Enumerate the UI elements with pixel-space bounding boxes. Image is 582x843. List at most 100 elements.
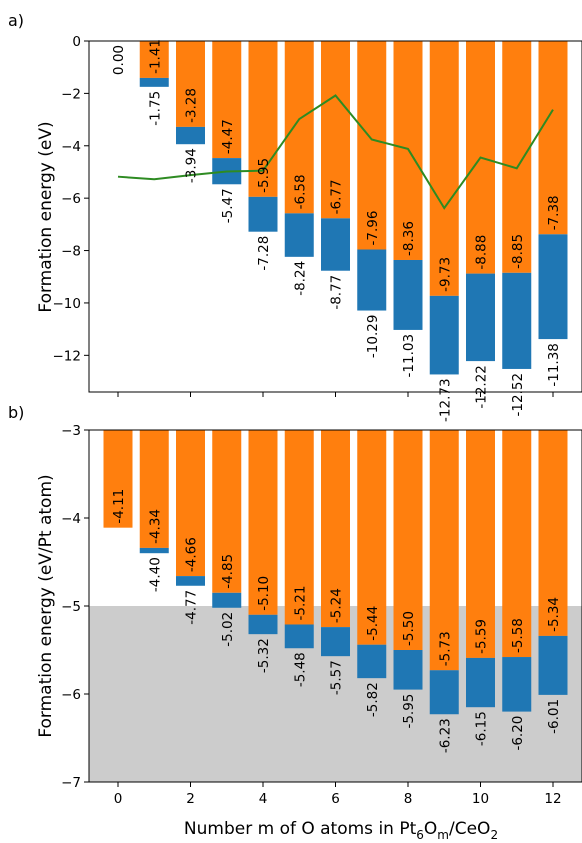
label-orange-a-2: -3.28 [184, 88, 200, 123]
panel-b-label: b) [8, 403, 24, 422]
label-orange-a-1: -1.41 [147, 39, 163, 74]
panel-a-label: a) [8, 11, 24, 30]
label-blue-b-8: -5.95 [401, 694, 417, 729]
x-tick-label-4: 4 [259, 791, 268, 807]
y-tick-label-b--3: −3 [61, 423, 81, 439]
label-blue-b-4: -5.32 [256, 638, 272, 673]
label-orange-a-4: -5.95 [256, 158, 272, 193]
bar-blue-b-1 [139, 547, 169, 554]
bar-blue-b-5 [284, 624, 314, 649]
bar-blue-a-6 [321, 218, 350, 271]
plot-frame-a [88, 40, 582, 393]
label-blue-b-5: -5.48 [292, 652, 308, 687]
label-blue-a-1: -1.75 [147, 91, 163, 126]
bar-blue-b-7 [357, 644, 387, 679]
label-orange-b-1: -4.34 [147, 509, 163, 544]
y-tick-label-b--4: −4 [61, 511, 81, 527]
bar-blue-a-11 [502, 272, 532, 369]
bar-orange-a-12 [538, 41, 568, 235]
label-orange-b-5: -5.21 [292, 586, 308, 621]
label-blue-a-8: -11.03 [401, 334, 417, 378]
bar-blue-a-10 [466, 273, 495, 362]
y-tick-label-a--6: −6 [61, 191, 81, 207]
panel-b: −3 −4 −5 −6 −7 0 2 4 6 8 10 12 -4.11 -4.34 -4.40 -4.66… [61, 423, 582, 807]
bar-orange-b-2 [176, 430, 205, 577]
y-tick-label-a--4: −4 [61, 139, 81, 155]
bar-blue-b-3 [212, 592, 242, 608]
label-orange-a-10: -8.88 [474, 235, 490, 270]
y-tick-label-b--6: −6 [61, 687, 81, 703]
bar-orange-a-5 [284, 41, 314, 214]
label-orange-b-3: -4.85 [220, 554, 236, 589]
bar-blue-a-4 [248, 196, 278, 232]
bar-orange-b-3 [212, 430, 242, 593]
bar-orange-a-11 [502, 41, 532, 273]
bar-blue-a-8 [393, 259, 423, 330]
bar-blue-b-8 [393, 650, 423, 690]
label-orange-a-5: -6.58 [292, 174, 308, 209]
y-tick-label-b--7: −7 [61, 775, 81, 791]
bar-blue-b-10 [466, 657, 495, 708]
label-orange-b-7: -5.44 [365, 606, 381, 641]
x-axis-label-sub-m: m [437, 828, 449, 842]
bar-orange-b-8 [393, 430, 423, 650]
bar-orange-a-2 [176, 41, 205, 127]
x-axis-label-main: Number m of O atoms in Pt [184, 819, 417, 839]
bar-orange-a-1 [139, 41, 169, 78]
label-orange-b-0: -4.11 [111, 489, 127, 524]
plot-frame-b [88, 429, 582, 783]
x-axis-label: Number m of O atoms in Pt6Om/CeO2 [184, 819, 498, 842]
x-tick-label-0: 0 [114, 791, 123, 807]
label-blue-a-9: -12.73 [437, 378, 453, 422]
bar-blue-a-9 [429, 295, 459, 375]
label-blue-b-9: -6.23 [437, 718, 453, 753]
label-orange-b-8: -5.50 [401, 611, 417, 646]
y-axis-label-a: Formation energy (eV) [36, 121, 56, 312]
x-tick-label-10: 10 [472, 791, 489, 807]
label-orange-a-12: -7.38 [546, 195, 562, 230]
label-blue-b-12: -6.01 [546, 699, 562, 734]
label-blue-b-10: -6.15 [474, 711, 490, 746]
bar-orange-b-9 [429, 430, 459, 671]
bar-blue-a-7 [357, 249, 387, 311]
bar-orange-b-12 [538, 430, 568, 636]
label-orange-a-11: -8.85 [510, 234, 526, 269]
line-series-a [117, 94, 554, 210]
x-axis-label-o: O [424, 819, 437, 839]
bar-orange-a-9 [429, 41, 459, 296]
label-blue-a-2: -3.94 [184, 148, 200, 183]
bar-blue-a-12 [538, 234, 568, 340]
bar-orange-b-1 [139, 430, 169, 548]
label-blue-a-10: -12.22 [474, 365, 490, 409]
label-blue-a-6: -8.77 [329, 275, 345, 310]
label-blue-b-2: -4.77 [184, 590, 200, 625]
label-orange-b-4: -5.10 [256, 576, 272, 611]
x-tick-label-8: 8 [404, 791, 413, 807]
y-tick-label-a--10: −10 [53, 296, 82, 312]
label-orange-a-9: -9.73 [437, 257, 453, 292]
bar-orange-b-11 [502, 430, 532, 658]
label-orange-a-6: -6.77 [329, 179, 345, 214]
label-orange-a-7: -7.96 [365, 211, 381, 246]
label-blue-b-1: -4.40 [147, 557, 163, 592]
x-axis-label-sub-6: 6 [416, 828, 424, 842]
bar-orange-b-7 [357, 430, 387, 645]
label-blue-a-4: -7.28 [256, 236, 272, 271]
y-tick-label-a--12: −12 [53, 348, 82, 364]
label-blue-a-7: -10.29 [365, 315, 381, 359]
label-blue-b-11: -6.20 [510, 716, 526, 751]
label-orange-b-9: -5.73 [437, 631, 453, 666]
label-orange-a-8: -8.36 [401, 221, 417, 256]
bar-blue-a-1 [139, 77, 169, 87]
bar-blue-b-9 [429, 670, 459, 715]
bar-blue-a-5 [284, 213, 314, 257]
label-blue-b-6: -5.57 [329, 660, 345, 695]
y-tick-label-a-0: 0 [72, 34, 81, 50]
label-orange-b-10: -5.59 [474, 619, 490, 654]
label-orange-a-3: -4.47 [220, 119, 236, 154]
bar-blue-b-11 [502, 657, 532, 712]
bar-blue-b-4 [248, 614, 278, 635]
x-tick-label-6: 6 [331, 791, 340, 807]
bar-blue-a-2 [176, 126, 205, 145]
